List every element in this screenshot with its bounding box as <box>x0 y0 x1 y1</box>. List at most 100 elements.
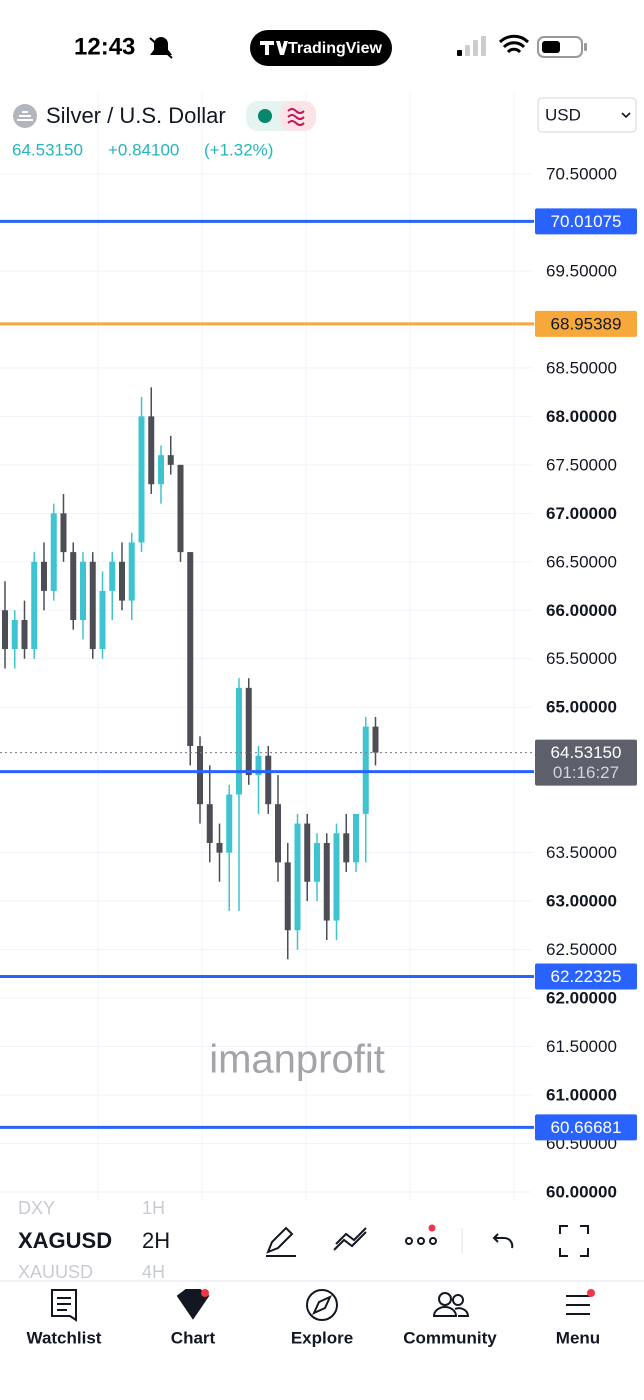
level-badge <box>535 1114 637 1141</box>
candle-body <box>11 619 18 650</box>
level-badge <box>535 310 637 337</box>
levels: 70.0107568.9538964.3353162.2232560.66681… <box>0 208 637 1141</box>
app-logo <box>260 41 288 55</box>
symbol-prev[interactable]: DXY <box>18 1198 55 1218</box>
y-tick-label: 66.00000 <box>546 601 617 620</box>
candle-body <box>99 590 106 650</box>
y-tick-label: 65.50000 <box>546 649 617 668</box>
toolbar-bg <box>0 1200 644 1282</box>
candle-body <box>353 813 359 863</box>
wifi-icon <box>498 34 530 54</box>
candle-body <box>158 455 164 485</box>
candle-body <box>372 726 379 753</box>
candle-body <box>2 610 8 650</box>
y-tick-label: 70.50000 <box>546 164 617 183</box>
candle-body <box>70 552 77 620</box>
candle-body <box>265 755 272 805</box>
app-pill <box>250 30 392 66</box>
menu-dot <box>587 1289 595 1297</box>
more-tools[interactable] <box>405 1237 437 1245</box>
level-label: 70.01075 <box>551 212 622 231</box>
y-tick-label: 69.50000 <box>546 261 617 280</box>
candle-body <box>284 862 291 931</box>
tab-label[interactable]: Menu <box>556 1328 600 1347</box>
watchlist-icon[interactable] <box>51 1289 77 1322</box>
price: 64.53150 <box>12 140 83 159</box>
undo[interactable] <box>492 1233 514 1249</box>
candle-body <box>304 823 311 882</box>
change-percent: (+1.32%) <box>204 140 273 159</box>
level-label: 68.95389 <box>551 314 622 333</box>
candle-body <box>128 542 135 601</box>
candle-body <box>89 561 96 650</box>
candle-body <box>167 455 174 465</box>
candle-body <box>314 842 320 882</box>
level-badge <box>535 963 637 990</box>
candles <box>2 387 379 960</box>
candle-body <box>333 833 340 921</box>
clock: 12:43 <box>74 33 135 60</box>
candle-body <box>197 746 203 805</box>
currency-select[interactable]: USD <box>537 97 637 133</box>
market-status[interactable] <box>246 101 316 131</box>
candle-body <box>41 561 47 591</box>
badge-dot <box>428 1224 436 1232</box>
y-tick-label: 62.50000 <box>546 940 617 959</box>
chart-dot <box>201 1289 209 1297</box>
last-price-badge <box>535 739 637 786</box>
candle-body <box>177 464 184 553</box>
level-label: 60.66681 <box>551 1118 622 1137</box>
y-tick-label: 62.00000 <box>546 989 617 1008</box>
candle-body <box>216 842 223 853</box>
tab-label[interactable]: Watchlist <box>27 1328 102 1347</box>
candle-body <box>226 794 233 853</box>
mute-icon <box>149 37 173 59</box>
draw-tool[interactable] <box>266 1226 296 1257</box>
candle-body <box>275 804 281 863</box>
currency-label: USD <box>545 105 581 124</box>
change: +0.84100 <box>108 140 179 159</box>
grid <box>0 173 532 1193</box>
candle-body <box>109 561 116 591</box>
candle-body <box>119 561 125 601</box>
trend-tool[interactable] <box>333 1227 367 1251</box>
y-tick-label: 60.00000 <box>546 1182 617 1201</box>
tabs: Watchlist Chart Explore Community Menu <box>27 1328 601 1347</box>
symbol-next[interactable]: XAUUSD <box>18 1262 93 1282</box>
y-tick-label: 65.00000 <box>546 698 617 717</box>
tab-label[interactable]: Community <box>403 1328 497 1347</box>
app-name: TradingView <box>288 40 383 57</box>
symbol-picker[interactable]: XAGUSD <box>18 1228 112 1253</box>
y-tick-label: 67.50000 <box>546 455 617 474</box>
candle-body <box>236 687 242 795</box>
candle-body <box>323 842 330 921</box>
candle-body <box>206 804 213 843</box>
y-tick-label: 63.00000 <box>546 892 617 911</box>
candle-body <box>148 416 155 485</box>
candle-body <box>80 561 86 620</box>
fullscreen[interactable] <box>559 1225 589 1257</box>
countdown: 01:16:27 <box>553 763 619 782</box>
tab-label[interactable]: Chart <box>171 1328 216 1347</box>
signal-icon <box>457 36 486 56</box>
explore-icon[interactable] <box>306 1289 338 1321</box>
y-tick-label: 68.50000 <box>546 358 617 377</box>
level-badge <box>535 208 637 235</box>
interval-picker[interactable]: 2H <box>142 1228 170 1253</box>
symbol-title: Silver / U.S. Dollar <box>46 103 226 128</box>
candle-body <box>255 755 262 776</box>
menu-icon[interactable] <box>566 1295 590 1315</box>
candle-body <box>187 552 194 747</box>
community-icon[interactable] <box>432 1292 470 1317</box>
interval-prev[interactable]: 1H <box>142 1198 165 1218</box>
interval-next[interactable]: 4H <box>142 1262 165 1282</box>
level-label: 62.22325 <box>551 967 622 986</box>
candle-body <box>50 513 57 591</box>
candle-body <box>21 619 28 650</box>
tab-label[interactable]: Explore <box>291 1328 353 1347</box>
y-tick-label: 67.00000 <box>546 504 617 523</box>
vertical-grid <box>97 92 515 1200</box>
candle-body <box>343 833 350 863</box>
